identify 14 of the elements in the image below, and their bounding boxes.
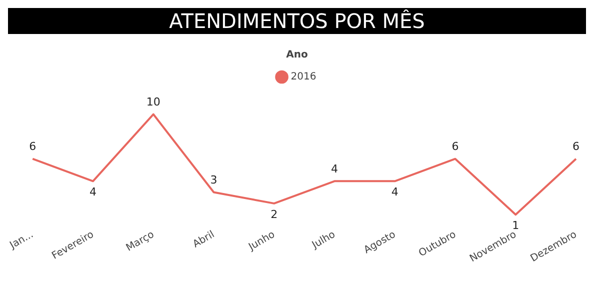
data-label: 4 — [391, 186, 398, 199]
data-label: 10 — [146, 96, 160, 109]
data-label: 6 — [572, 140, 580, 154]
data-label: 1 — [512, 218, 520, 232]
data-label: 2 — [270, 208, 278, 221]
legend-label: 2016 — [290, 72, 316, 83]
data-label: 4 — [330, 162, 338, 176]
x-tick-label: Jan... — [7, 229, 36, 252]
legend-title: Ano — [286, 50, 308, 61]
data-label: 3 — [210, 174, 218, 187]
data-label: 6 — [29, 140, 36, 154]
data-label: 6 — [452, 140, 459, 154]
data-label: 4 — [89, 186, 96, 199]
chart-title: ATENDIMENTOS POR MÊS — [8, 8, 586, 34]
